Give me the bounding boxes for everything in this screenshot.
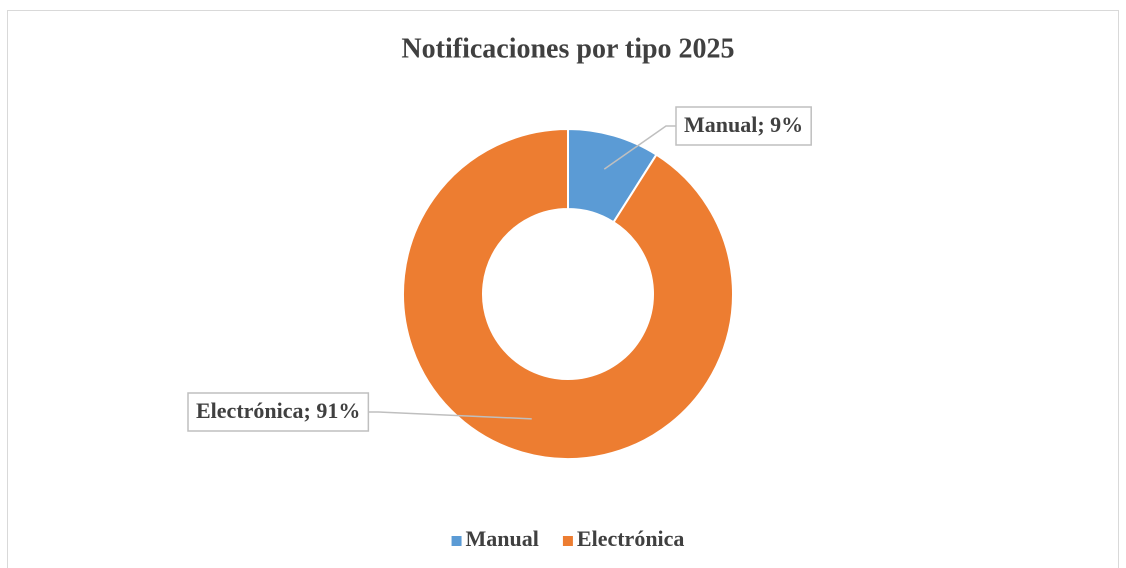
- data-label-text: Electrónica; 91%: [196, 398, 360, 423]
- legend-label: Electrónica: [577, 526, 685, 551]
- data-label-box: [187, 392, 370, 432]
- legend: Manual Electrónica: [451, 526, 685, 551]
- leader-line: [603, 125, 676, 170]
- donut-slice: [402, 127, 734, 460]
- chart-border: [7, 10, 1119, 568]
- legend-swatch: [562, 536, 573, 546]
- data-label: Electrónica; 91%: [187, 392, 370, 432]
- legend-swatch: [451, 536, 462, 546]
- data-label-text: Manual; 9%: [684, 112, 803, 137]
- leader-line: [368, 411, 532, 420]
- legend-label: Manual: [466, 526, 539, 551]
- chart-title: Notificaciones por tipo 2025: [401, 33, 734, 64]
- data-label: Manual; 9%: [675, 106, 812, 146]
- data-label-box: [675, 106, 812, 146]
